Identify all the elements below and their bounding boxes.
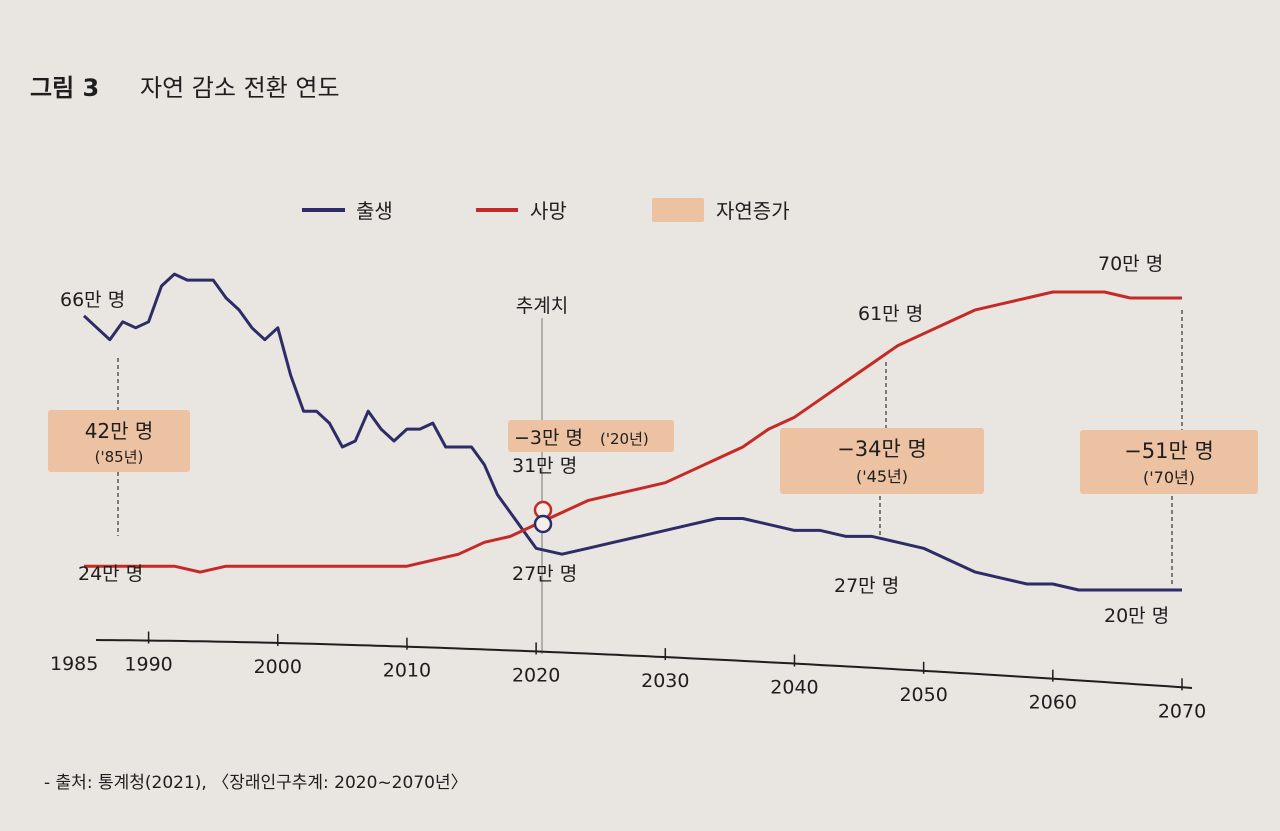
natural-increase-2020-box xyxy=(508,420,674,452)
label-birth-1985: 66만 명 xyxy=(60,289,125,311)
x-tick-label-2030: 2030 xyxy=(641,670,689,692)
figure-title: 자연 감소 전환 연도 xyxy=(140,74,340,102)
legend-death-label: 사망 xyxy=(530,199,567,223)
natural-increase-2045: −34만 명 ('45년) xyxy=(780,428,984,494)
label-death-2070: 70만 명 xyxy=(1098,253,1163,275)
legend: 출생 사망 자연증가 xyxy=(302,198,790,223)
x-tick-label-2000: 2000 xyxy=(254,656,302,678)
x-axis: 1985 1990 2000 2010 2020 2030 2040 2050 2060 2070 xyxy=(50,631,1206,722)
natural-increase-1985-value: 42만 명 xyxy=(85,419,154,443)
natural-increase-2045-value: −34만 명 xyxy=(837,437,927,461)
series-birth-line xyxy=(82,272,1182,592)
estimate-label: 추계치 xyxy=(516,295,568,317)
birth-2020-marker xyxy=(533,514,553,534)
natural-increase-2020-year: ('20년) xyxy=(600,430,649,448)
legend-birth-label: 출생 xyxy=(356,199,393,223)
source-note: - 출처: 통계청(2021), 〈장래인구추계: 2020~2070년〉 xyxy=(44,773,468,793)
x-tick-label-2040: 2040 xyxy=(770,677,818,699)
natural-increase-1985: 42만 명 ('85년) xyxy=(48,410,190,472)
legend-natural-increase-label: 자연증가 xyxy=(716,199,790,223)
label-birth-2045: 27만 명 xyxy=(834,575,899,597)
legend-natural-increase-swatch xyxy=(652,198,704,222)
natural-increase-2045-year: ('45년) xyxy=(856,467,908,486)
label-death-2020: 31만 명 xyxy=(512,455,577,477)
label-birth-2070: 20만 명 xyxy=(1104,605,1169,627)
label-birth-2020: 27만 명 xyxy=(512,563,577,585)
x-tick-label-2010: 2010 xyxy=(383,660,431,682)
natural-increase-2070-box xyxy=(1080,430,1258,494)
natural-increase-2070: −51만 명 ('70년) xyxy=(1080,430,1258,494)
natural-increase-1985-year: ('85년) xyxy=(95,448,144,466)
x-tick-label-2020: 2020 xyxy=(512,664,560,686)
annotation-leaders xyxy=(117,310,1183,585)
natural-increase-2020-value: −3만 명 xyxy=(514,427,583,449)
x-tick-label-1990: 1990 xyxy=(124,654,172,676)
figure-label: 그림 3 xyxy=(30,74,99,102)
series-death-line xyxy=(84,290,1182,574)
natural-increase-2020: −3만 명 ('20년) xyxy=(508,420,674,452)
x-tick-label-2050: 2050 xyxy=(899,684,947,706)
x-tick-label-2070: 2070 xyxy=(1158,700,1206,722)
natural-increase-2045-box xyxy=(780,428,984,494)
natural-increase-2070-year: ('70년) xyxy=(1143,468,1195,487)
natural-increase-2070-value: −51만 명 xyxy=(1124,439,1214,463)
x-tick-label-1985: 1985 xyxy=(50,653,98,675)
x-tick-label-2060: 2060 xyxy=(1029,692,1077,714)
x-axis-line xyxy=(95,639,1193,689)
label-death-1985: 24만 명 xyxy=(78,563,143,585)
label-death-2045: 61만 명 xyxy=(858,303,923,325)
natural-increase-1985-box xyxy=(48,410,190,472)
